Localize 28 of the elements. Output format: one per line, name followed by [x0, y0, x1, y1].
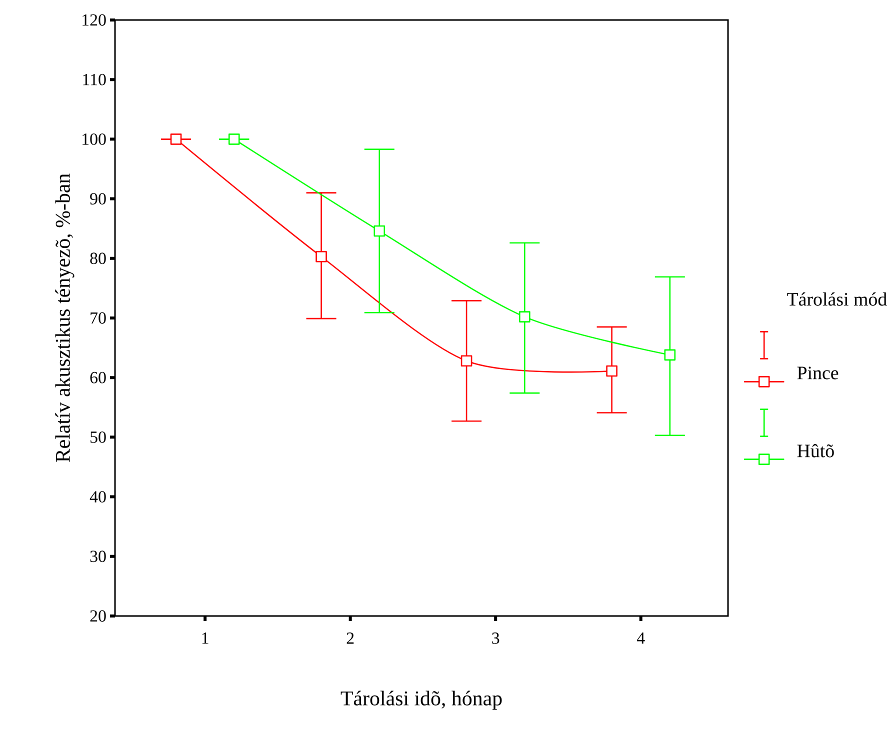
legend-label: Hûtõ — [797, 444, 834, 458]
x-tick-label: 4 — [636, 632, 645, 644]
point — [606, 365, 618, 377]
x-tick-label: 2 — [346, 632, 354, 644]
y-tick-label: 120 — [82, 14, 106, 26]
legend-label: Pince — [797, 366, 838, 380]
y-tick-label: 30 — [90, 550, 106, 562]
point — [170, 134, 182, 145]
point — [316, 250, 327, 262]
point — [518, 311, 530, 322]
x-axis-title: Tárolási idõ, hónap — [340, 690, 502, 710]
y-tick-label: 40 — [90, 491, 106, 503]
y-tick-label: 50 — [90, 431, 106, 443]
y-tick-label: 80 — [90, 252, 106, 264]
point — [228, 134, 240, 145]
x-tick-label: 1 — [202, 632, 208, 644]
y-axis-title: Relatív akusztikus tényezõ, %-ban — [55, 174, 74, 462]
point — [460, 355, 472, 367]
legend-title: Tárolási mód — [787, 292, 887, 306]
point — [374, 225, 386, 237]
x-tick-label: 3 — [492, 632, 500, 644]
y-tick-label: 60 — [90, 372, 106, 384]
y-tick-label: 90 — [90, 193, 106, 205]
y-tick-label: 110 — [83, 74, 106, 86]
y-tick-label: 20 — [90, 610, 106, 622]
point — [664, 349, 676, 361]
y-tick-label: 70 — [90, 312, 106, 324]
y-tick-label: 100 — [82, 133, 106, 145]
